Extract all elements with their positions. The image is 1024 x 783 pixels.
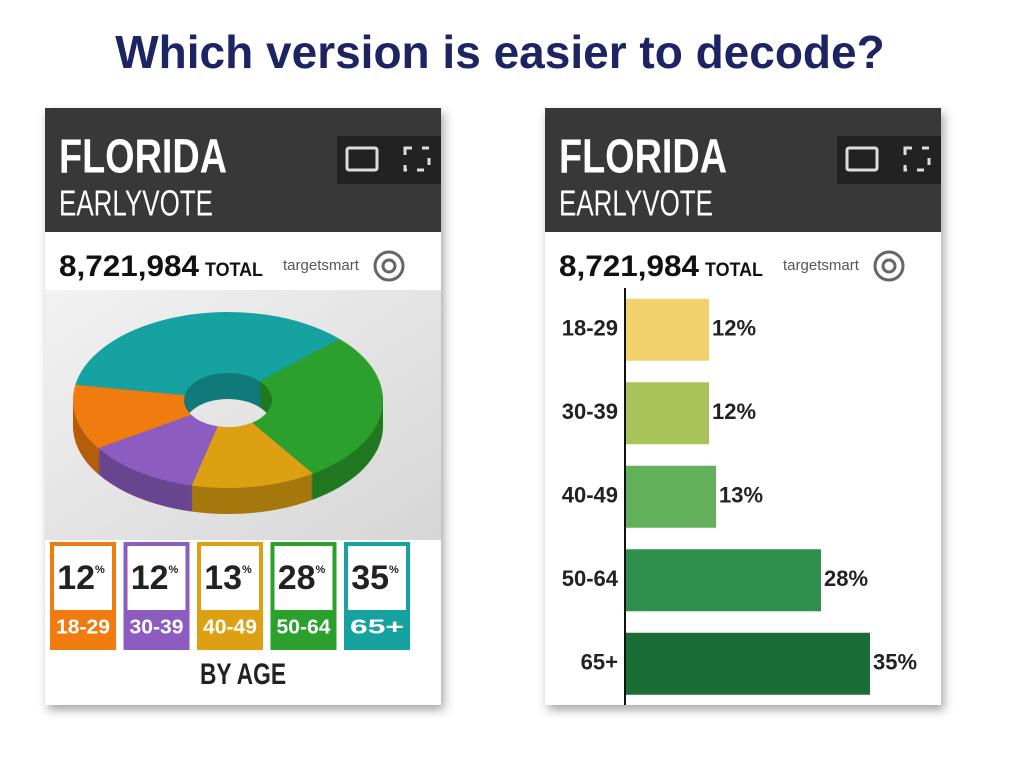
- brand: targetsmart: [283, 257, 360, 274]
- category-label: 18-29: [562, 316, 618, 341]
- total-label: TOTAL: [205, 260, 263, 281]
- bar: [625, 465, 716, 528]
- fullscreen-icon: [403, 146, 431, 172]
- unit: %: [316, 564, 326, 576]
- icon-bg: [837, 136, 941, 184]
- legend-label: 65+: [350, 616, 404, 638]
- category-label: 40-49: [562, 483, 618, 508]
- value-label: 13: [204, 559, 242, 597]
- slide-title: Which version is easier to decode?: [115, 26, 884, 78]
- subheader: EARLYVOTE: [559, 183, 713, 224]
- footer-bg: [50, 653, 436, 699]
- cast-icon: [345, 146, 379, 172]
- subheader: EARLYVOTE: [59, 183, 213, 224]
- legend-box-inner: [274, 546, 333, 610]
- icon-bg: [337, 136, 441, 184]
- header: FLORIDA: [59, 131, 227, 184]
- footer: BY AGE: [200, 658, 286, 691]
- legend-label: 40-49: [203, 616, 257, 638]
- total: 8,721,984: [59, 250, 199, 283]
- legend-label: 50-64: [277, 616, 332, 638]
- brand-icon: [373, 250, 405, 282]
- unit: %: [389, 564, 399, 576]
- brand: targetsmart: [783, 257, 860, 274]
- brand-icon: [381, 258, 397, 274]
- bar: [625, 298, 709, 361]
- category-label: 65+: [581, 650, 618, 675]
- legend-label: 30-39: [130, 616, 184, 638]
- brand-icon: [873, 250, 905, 282]
- slice: [191, 422, 313, 488]
- fullscreen-icon: [903, 146, 931, 172]
- slice: [73, 384, 192, 449]
- category-label: 30-39: [562, 399, 618, 424]
- value-label: 12%: [712, 316, 756, 341]
- legend-value: 12%: [57, 559, 105, 597]
- header: FLORIDA: [559, 131, 727, 184]
- value-label: 12: [57, 559, 95, 597]
- legend-value: 12%: [131, 559, 179, 597]
- legend-box-inner: [201, 546, 259, 610]
- legend-box-inner: [127, 546, 186, 610]
- unit: %: [242, 564, 252, 576]
- legend-box-inner: [54, 546, 112, 610]
- total: 8,721,984: [559, 250, 699, 283]
- value-label: 12%: [712, 399, 756, 424]
- legend-value: 28%: [278, 559, 326, 597]
- bar: [625, 549, 821, 612]
- value-label: 28: [278, 559, 316, 597]
- value-label: 13%: [719, 483, 763, 508]
- value-label: 28%: [824, 566, 868, 591]
- legend-label: 18-29: [56, 616, 110, 638]
- brand-icon: [881, 258, 897, 274]
- bar: [625, 382, 709, 445]
- slice: [252, 338, 383, 474]
- value-label: 35: [351, 559, 389, 597]
- legend-box-inner: [348, 546, 406, 610]
- unit: %: [169, 564, 179, 576]
- value-label: 35%: [873, 650, 917, 675]
- unit: %: [95, 564, 105, 576]
- legend-value: 35%: [351, 559, 399, 597]
- total-label: TOTAL: [705, 260, 763, 281]
- slice: [98, 414, 218, 486]
- cast-icon: [845, 146, 879, 172]
- value-label: 12: [131, 559, 169, 597]
- slice: [75, 312, 340, 396]
- category-label: 50-64: [562, 566, 619, 591]
- legend-value: 13%: [204, 559, 252, 597]
- bar: [625, 632, 870, 695]
